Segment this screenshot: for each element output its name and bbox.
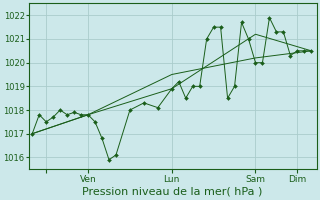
X-axis label: Pression niveau de la mer( hPa ): Pression niveau de la mer( hPa ) [83, 187, 263, 197]
